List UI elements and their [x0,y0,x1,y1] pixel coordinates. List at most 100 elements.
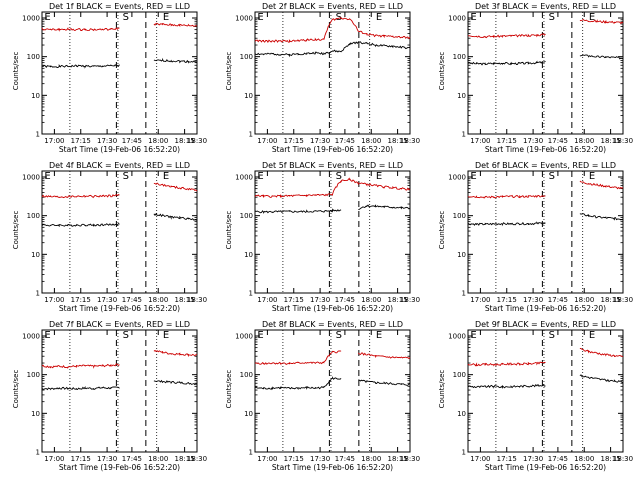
event-marker: E [376,171,382,182]
x-tick-label: 18:15 [175,137,195,145]
y-tick-label: 100 [240,212,253,220]
x-tick-label: 17:45 [548,455,568,463]
y-axis-label: Counts/sec [438,52,446,91]
series-lld-line [254,350,411,366]
y-axis-label: Counts/sec [225,370,233,409]
y-tick-label: 100 [27,53,40,61]
x-axis-label: Start Time (19-Feb-06 16:52:20) [272,304,393,313]
x-tick-label: 17:15 [284,455,304,463]
panel-det-8: Det 8f BLACK = Events, RED = LLD 1 10 100 10… [225,320,420,472]
x-axis-label: Start Time (19-Feb-06 16:52:20) [272,145,393,154]
series-lld-line [254,177,411,199]
panel-det-2: Det 2f BLACK = Events, RED = LLD 1 10 100 10… [225,2,420,154]
event-marker: E [163,330,169,341]
x-tick-label: 17:30 [523,296,543,304]
x-axis-label: Start Time (19-Feb-06 16:52:20) [485,145,606,154]
x-tick-label: 18:30 [613,296,633,304]
x-tick-label: 17:30 [310,455,330,463]
event-marker: E [589,171,595,182]
event-marker: S [123,12,129,23]
plot-frame [254,170,411,294]
panel-det-4: Det 4f BLACK = Events, RED = LLD 1 10 100 10… [12,161,207,313]
y-tick-label: 10 [457,92,466,100]
x-tick-label: 18:30 [187,137,207,145]
y-axis-label: Counts/sec [225,211,233,250]
x-tick-label: 18:30 [187,455,207,463]
y-tick-label: 1 [36,290,40,298]
series-lld-line [467,348,624,367]
event-marker: E [376,12,382,23]
panel-title: Det 6f BLACK = Events, RED = LLD [475,161,616,170]
plot-frame [467,170,624,294]
y-axis-label: Counts/sec [438,211,446,250]
y-tick-label: 1000 [448,333,466,341]
x-tick-label: 17:00 [470,296,490,304]
x-tick-label: 18:15 [175,455,195,463]
y-tick-label: 1 [36,449,40,457]
x-tick-label: 18:15 [388,296,408,304]
x-tick-label: 18:00 [574,455,594,463]
event-marker: E [589,12,595,23]
event-marker: E [470,12,476,23]
plot-frame [254,329,411,453]
x-tick-label: 18:00 [574,137,594,145]
x-tick-label: 17:45 [335,455,355,463]
panel-det-9: Det 9f BLACK = Events, RED = LLD 1 10 100 10… [438,320,633,472]
x-tick-label: 18:30 [187,296,207,304]
x-axis-label: Start Time (19-Feb-06 16:52:20) [59,463,180,472]
x-tick-label: 17:00 [470,137,490,145]
y-tick-label: 100 [453,53,466,61]
y-tick-label: 10 [31,410,40,418]
panel-title: Det 1f BLACK = Events, RED = LLD [49,2,190,11]
plot-frame [467,329,624,453]
x-axis-label: Start Time (19-Feb-06 16:52:20) [485,463,606,472]
x-tick-label: 17:15 [497,137,517,145]
y-axis-label: Counts/sec [12,52,20,91]
event-marker: E [470,330,476,341]
x-tick-label: 18:15 [601,296,621,304]
x-tick-label: 18:15 [388,455,408,463]
series-events-line [467,374,624,389]
series-events-line [41,379,198,391]
y-tick-label: 100 [240,371,253,379]
y-tick-label: 1000 [22,174,40,182]
y-tick-label: 10 [244,92,253,100]
x-tick-label: 18:15 [601,455,621,463]
y-tick-label: 1 [249,131,253,139]
x-tick-label: 17:00 [470,455,490,463]
event-marker: E [257,330,263,341]
x-tick-label: 17:15 [71,455,91,463]
series-lld-line [41,22,198,32]
y-axis-label: Counts/sec [225,52,233,91]
x-tick-label: 17:45 [548,296,568,304]
event-marker: S [549,330,555,341]
series-events-line [254,376,410,391]
y-tick-label: 1 [462,131,466,139]
event-marker: E [257,12,263,23]
series-events-line [254,40,411,58]
y-tick-label: 100 [27,212,40,220]
x-tick-label: 18:00 [361,296,381,304]
x-axis-label: Start Time (19-Feb-06 16:52:20) [59,145,180,154]
x-tick-label: 17:30 [310,296,330,304]
event-marker: E [44,171,50,182]
x-tick-label: 17:45 [122,455,142,463]
x-tick-label: 18:00 [148,296,168,304]
y-axis-label: Counts/sec [12,211,20,250]
y-tick-label: 100 [27,371,40,379]
y-tick-label: 1000 [22,15,40,23]
x-tick-label: 17:45 [335,296,355,304]
y-tick-label: 1000 [448,15,466,23]
event-marker: E [470,171,476,182]
plot-frame [41,11,198,135]
event-marker: E [163,171,169,182]
series-lld-line [41,182,198,199]
x-tick-label: 17:45 [335,137,355,145]
x-tick-label: 17:00 [257,455,277,463]
x-tick-label: 17:00 [44,455,64,463]
panel-title: Det 8f BLACK = Events, RED = LLD [262,320,403,329]
x-tick-label: 17:30 [310,137,330,145]
panel-title: Det 9f BLACK = Events, RED = LLD [475,320,616,329]
x-tick-label: 18:15 [601,137,621,145]
y-tick-label: 1 [462,449,466,457]
